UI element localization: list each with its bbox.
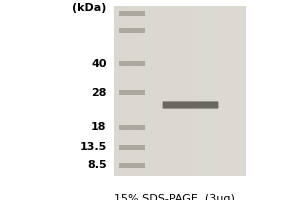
FancyBboxPatch shape [119,124,145,130]
Text: 18: 18 [91,122,106,132]
Text: 13.5: 13.5 [79,142,106,152]
FancyBboxPatch shape [119,11,145,16]
FancyBboxPatch shape [119,61,145,66]
FancyBboxPatch shape [119,144,145,150]
Text: 40: 40 [91,59,106,69]
FancyBboxPatch shape [119,162,145,168]
Text: 8.5: 8.5 [87,160,106,170]
FancyBboxPatch shape [119,90,145,95]
FancyBboxPatch shape [119,27,145,32]
Text: (kDa): (kDa) [72,3,106,13]
Text: 15% SDS-PAGE  (3ug): 15% SDS-PAGE (3ug) [114,194,234,200]
FancyBboxPatch shape [114,6,246,176]
Text: 28: 28 [91,88,106,98]
FancyBboxPatch shape [163,101,218,109]
